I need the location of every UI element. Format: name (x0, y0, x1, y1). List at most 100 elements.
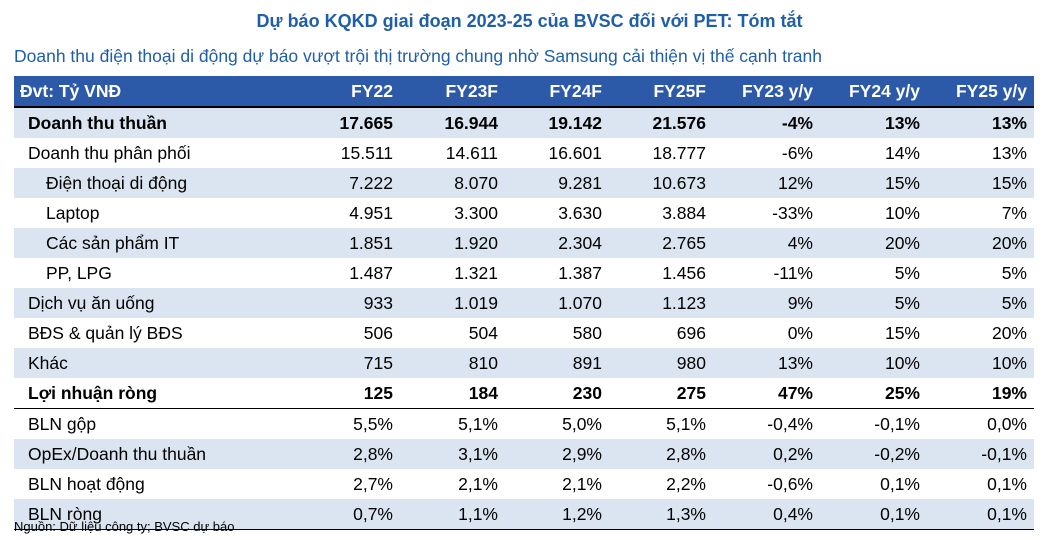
cell-fy23-yoy: 12% (713, 168, 820, 198)
forecast-table: Đvt: Tỷ VNĐ FY22 FY23F FY24F FY25F FY23 … (14, 76, 1034, 530)
header-fy25-yoy: FY25 y/y (927, 76, 1034, 108)
cell-fy22: 0,7% (286, 499, 400, 530)
table-row: BLN hoạt động 2,7% 2,1% 2,1% 2,2% -0,6% 0,1% 0,… (14, 469, 1034, 499)
cell-fy23f: 3.300 (454, 203, 498, 223)
cell-fy25f: 2.765 (609, 228, 713, 258)
cell-fy24-yoy: 25% (884, 383, 920, 403)
cell-label: Doanh thu thuần (14, 107, 286, 138)
table-row: BLN ròng 0,7% 1,1% 1,2% 1,3% 0,4% 0,1% 0,1% (14, 499, 1034, 530)
header-fy25f: FY25F (609, 76, 713, 108)
cell-label: BLN hoạt động (28, 474, 145, 494)
cell-fy25-yoy: 19% (991, 383, 1027, 403)
cell-fy23f: 16.944 (400, 107, 505, 138)
table-row: Các sản phẩm IT 1.851 1.920 2.304 2.765 4% 20%… (14, 228, 1034, 258)
cell-fy24-yoy: -0,2% (820, 439, 927, 469)
cell-fy23-yoy: 0,4% (713, 499, 820, 530)
cell-fy23f: 3,1% (400, 439, 505, 469)
cell-fy23-yoy: 0,2% (713, 439, 820, 469)
cell-fy25-yoy: 0,1% (987, 474, 1027, 494)
cell-fy23-yoy: -0,4% (713, 408, 820, 439)
cell-fy25f: 5,1% (609, 408, 713, 439)
cell-fy22: 715 (286, 348, 400, 378)
cell-label: BĐS & quản lý BĐS (28, 323, 183, 343)
cell-fy24-yoy: 20% (820, 228, 927, 258)
cell-fy25-yoy: 7% (1001, 203, 1027, 223)
cell-fy24-yoy: 14% (884, 143, 920, 163)
cell-fy24f: 2,9% (505, 439, 609, 469)
cell-label: Lợi nhuận ròng (28, 383, 158, 403)
cell-label: BLN gộp (14, 408, 286, 439)
cell-fy24f: 2.304 (505, 228, 609, 258)
report-subtitle: Doanh thu điện thoại di động dự báo vượt… (14, 46, 822, 66)
cell-fy22: 506 (363, 323, 393, 343)
cell-fy25f: 1.456 (662, 263, 706, 283)
cell-fy24f: 230 (572, 383, 602, 403)
table-row: Điện thoại di động 7.222 8.070 9.281 10.673 1… (14, 168, 1034, 198)
table-row: BLN gộp 5,5% 5,1% 5,0% 5,1% -0,4% -0,1% 0,0% (14, 408, 1034, 439)
cell-fy23f: 810 (400, 348, 505, 378)
cell-fy23f: 5,1% (400, 408, 505, 439)
cell-fy25-yoy: 13% (991, 143, 1027, 163)
report-title: Dự báo KQKD giai đoạn 2023-25 của BVSC đ… (256, 11, 803, 31)
table-row: OpEx/Doanh thu thuần 2,8% 3,1% 2,9% 2,8% 0,2%… (14, 439, 1034, 469)
cell-fy25-yoy: -0,1% (927, 439, 1034, 469)
cell-fy25f: 10.673 (609, 168, 713, 198)
source-note: Nguồn: Dữ liệu công ty; BVSC dự báo (14, 519, 235, 534)
cell-fy23-yoy: 9% (713, 288, 820, 318)
cell-label: Các sản phẩm IT (14, 228, 286, 258)
cell-fy23f: 1,1% (400, 499, 505, 530)
cell-fy25-yoy: 0,1% (927, 499, 1034, 530)
table-row: PP, LPG 1.487 1.321 1.387 1.456 -11% 5% 5% (14, 258, 1034, 288)
cell-fy25f: 3.884 (662, 203, 706, 223)
cell-fy23-yoy: -4% (713, 107, 820, 138)
cell-label: Laptop (46, 203, 100, 223)
cell-fy25f: 1.123 (609, 288, 713, 318)
cell-fy25f: 21.576 (609, 107, 713, 138)
cell-fy23-yoy: 13% (713, 348, 820, 378)
cell-fy24-yoy: 13% (820, 107, 927, 138)
table-row: Lợi nhuận ròng 125 184 230 275 47% 25% 19% (14, 378, 1034, 409)
cell-fy25f: 696 (676, 323, 706, 343)
cell-fy25f: 18.777 (652, 143, 706, 163)
cell-fy22: 15.511 (340, 143, 393, 163)
cell-fy23f: 8.070 (400, 168, 505, 198)
cell-fy22: 933 (286, 288, 400, 318)
table-row: Doanh thu phân phối 15.511 14.611 16.601 18.… (14, 138, 1034, 168)
cell-fy22: 2,8% (286, 439, 400, 469)
cell-fy22: 125 (363, 383, 393, 403)
cell-fy25f: 2,8% (609, 439, 713, 469)
cell-fy23f: 1.019 (400, 288, 505, 318)
header-fy24f: FY24F (505, 76, 609, 108)
cell-fy24-yoy: 15% (820, 168, 927, 198)
cell-fy22: 2,7% (353, 474, 393, 494)
cell-fy24-yoy: 10% (884, 203, 920, 223)
cell-label: OpEx/Doanh thu thuần (14, 439, 286, 469)
cell-fy24-yoy: -0,1% (820, 408, 927, 439)
table-row: Dịch vụ ăn uống 933 1.019 1.070 1.123 9% 5% 5% (14, 288, 1034, 318)
cell-fy24-yoy: 10% (820, 348, 927, 378)
cell-label: PP, LPG (46, 263, 112, 283)
cell-label: Doanh thu phân phối (28, 143, 191, 163)
cell-label: Điện thoại di động (14, 168, 286, 198)
cell-fy24f: 1.070 (505, 288, 609, 318)
cell-fy25-yoy: 15% (927, 168, 1034, 198)
cell-fy22: 1.487 (349, 263, 393, 283)
cell-fy25f: 275 (676, 383, 706, 403)
cell-fy23-yoy: 0% (787, 323, 813, 343)
cell-fy24f: 5,0% (505, 408, 609, 439)
cell-fy23f: 2,1% (458, 474, 498, 494)
cell-fy25-yoy: 5% (1001, 263, 1027, 283)
cell-fy24f: 891 (505, 348, 609, 378)
cell-fy24-yoy: 0,1% (880, 474, 920, 494)
table-row: BĐS & quản lý BĐS 506 504 580 696 0% 15% 20% (14, 318, 1034, 348)
table-row: Laptop 4.951 3.300 3.630 3.884 -33% 10% 7% (14, 198, 1034, 228)
header-fy23-yoy: FY23 y/y (713, 76, 820, 108)
cell-fy23f: 1.321 (454, 263, 498, 283)
cell-fy24f: 9.281 (505, 168, 609, 198)
cell-fy25-yoy: 20% (991, 323, 1027, 343)
cell-fy25-yoy: 13% (927, 107, 1034, 138)
table-row: Khác 715 810 891 980 13% 10% 10% (14, 348, 1034, 378)
cell-fy22: 7.222 (286, 168, 400, 198)
cell-fy24f: 3.630 (558, 203, 602, 223)
cell-fy23f: 14.611 (445, 143, 498, 163)
